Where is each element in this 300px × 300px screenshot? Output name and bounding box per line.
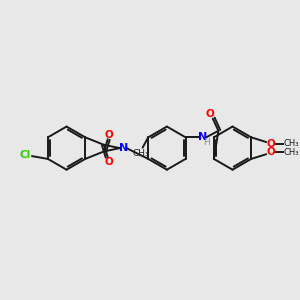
- Text: CH₃: CH₃: [132, 149, 149, 158]
- Text: O: O: [266, 139, 275, 149]
- Text: O: O: [266, 147, 275, 157]
- Text: CH₃: CH₃: [284, 140, 299, 148]
- Text: N: N: [119, 143, 128, 153]
- Text: O: O: [104, 130, 113, 140]
- Text: O: O: [104, 157, 113, 167]
- Text: CH₃: CH₃: [284, 148, 299, 157]
- Text: H: H: [203, 137, 210, 146]
- Text: O: O: [206, 109, 214, 119]
- Text: Cl: Cl: [20, 150, 31, 160]
- Text: N: N: [198, 132, 207, 142]
